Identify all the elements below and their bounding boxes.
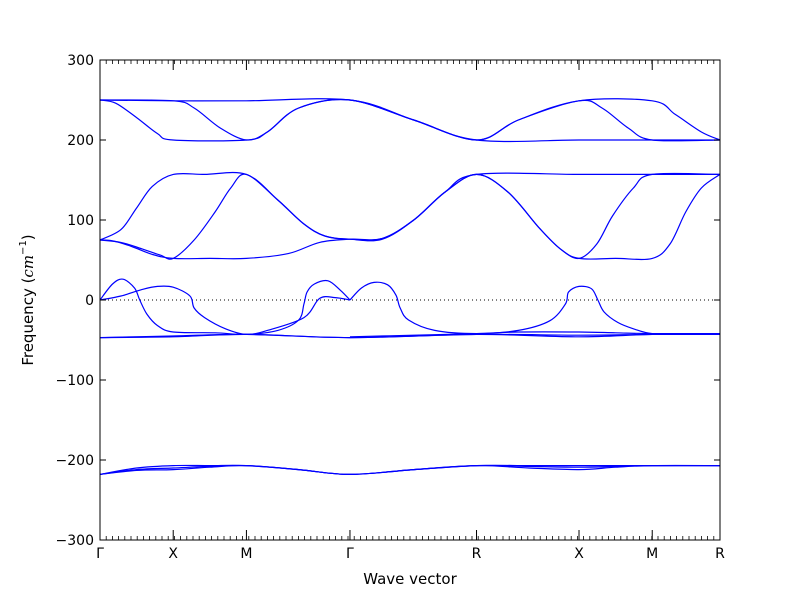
series-group [99,98,721,476]
y-tick-label: −300 [56,533,94,549]
band-line-6 [99,278,351,336]
x-axis-title: Wave vector [363,570,457,588]
y-axis-title-main: Frequency ( [19,278,37,366]
x-tick-label: X [574,546,584,562]
y-axis-ticks: 300 200 100 0 −100 −200 −300 [56,53,720,549]
y-tick-label: −200 [56,453,94,469]
band-line-5 [99,333,721,339]
band-line-3 [99,464,721,476]
band-line-15 [99,98,720,143]
y-tick-label: −100 [56,373,94,389]
band-line-7 [99,285,351,336]
x-tick-label: R [472,546,482,562]
x-tick-label: X [168,546,178,562]
y-axis-title: Frequency (cm−1) [18,234,37,365]
x-tick-label: M [646,546,658,562]
x-tick-label: R [715,546,725,562]
band-line-11 [99,172,721,260]
y-axis-title-exp: −1 [18,240,29,255]
band-line-12 [99,171,720,241]
y-tick-label: 200 [67,133,94,149]
x-tick-label: Γ [346,546,354,562]
y-axis-title-close: ) [19,234,37,240]
band-line-9 [349,331,721,338]
y-axis-title-unit: cm [19,255,37,278]
band-line-8 [349,281,720,335]
y-tick-label: 300 [67,53,94,69]
y-tick-label: 100 [67,213,94,229]
x-tick-label: Γ [96,546,104,562]
x-tick-label: M [240,546,252,562]
y-tick-label: 0 [85,293,94,309]
x-axis-minor-ticks [99,60,715,540]
